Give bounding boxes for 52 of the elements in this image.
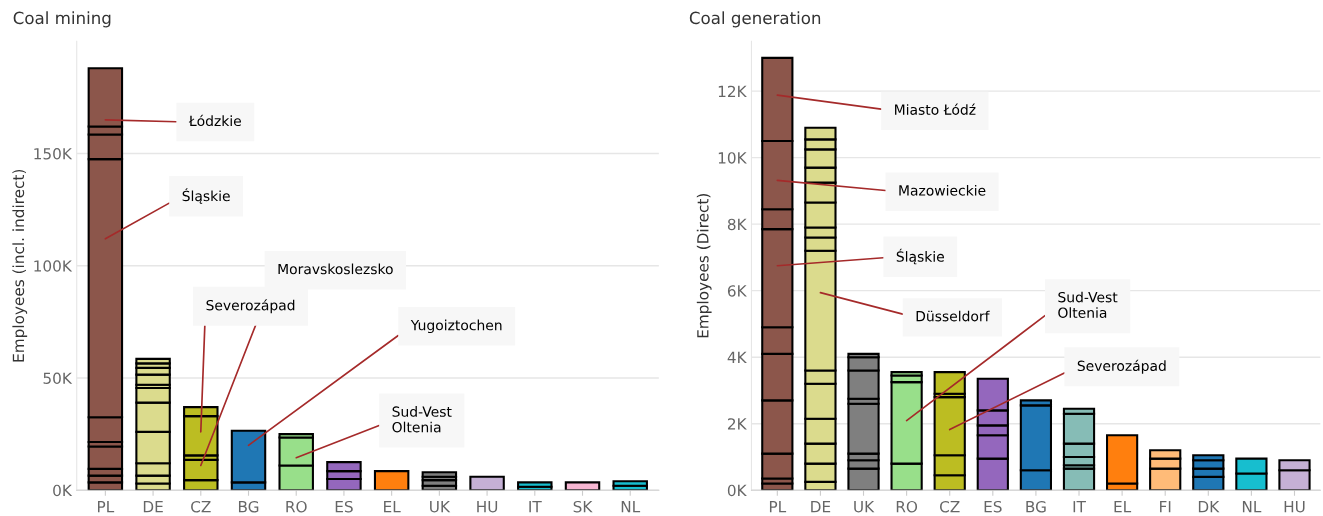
x-tick-label: CZ [191, 500, 211, 513]
x-tick-label: IT [1073, 501, 1086, 513]
chart-title: Coal mining [13, 11, 111, 28]
annotation: Moravskoslezsko [278, 263, 393, 275]
y-axis-title: Employees (Direct) [696, 193, 712, 338]
y-tick-label: 10K [718, 152, 747, 164]
annotation: Mazowieckie [899, 184, 986, 196]
x-tick-label: ES [984, 500, 1002, 513]
annotation: Sud-Vest Oltenia [1058, 291, 1118, 318]
x-tick-label: EL [1114, 501, 1132, 513]
x-tick-label: FI [1160, 501, 1171, 513]
x-tick-label: NL [1242, 501, 1262, 513]
y-tick-label: 100K [34, 260, 73, 272]
x-tick-label: DE [143, 501, 163, 513]
annotation: Łódzkie [188, 114, 241, 127]
x-tick-label: ES [335, 500, 353, 513]
x-tick-label: RO [286, 500, 307, 513]
y-tick-label: 8K [727, 218, 747, 231]
y-tick-label: 0K [727, 484, 747, 497]
annotation: Severozápad [206, 299, 295, 314]
x-tick-label: NL [621, 501, 641, 513]
x-tick-label: BG [1026, 500, 1046, 513]
x-tick-label: BG [238, 500, 259, 513]
y-tick-label: 2K [727, 418, 747, 430]
annotation: Miasto Łódź [895, 103, 976, 115]
x-tick-label: EL [384, 501, 401, 513]
x-tick-label: CZ [940, 500, 960, 513]
x-tick-label: UK [430, 501, 451, 513]
x-tick-label: UK [854, 501, 875, 513]
annotation: Sud-Vest Oltenia [392, 406, 452, 433]
y-tick-label: 50K [43, 372, 73, 384]
x-tick-label: PL [769, 501, 787, 513]
y-tick-label: 4K [727, 351, 747, 363]
annotation: Yugoiztochen [410, 319, 502, 334]
x-tick-label: DE [811, 501, 831, 513]
annotation: Severozápad [1077, 359, 1166, 374]
x-tick-label: SK [573, 500, 593, 513]
chart-title: Coal generation [689, 11, 821, 28]
annotation: Düsseldorf [916, 310, 990, 322]
x-tick-label: HU [1284, 501, 1305, 513]
y-tick-label: 12K [718, 85, 747, 97]
x-tick-label: IT [529, 501, 542, 513]
x-tick-label: DK [1198, 501, 1220, 513]
x-tick-label: RO [896, 500, 918, 513]
y-axis-title: Employees (incl. indirect) [12, 169, 28, 362]
annotation: Śląskie [182, 188, 230, 204]
y-tick-label: 6K [727, 285, 747, 297]
x-tick-label: PL [98, 501, 115, 513]
annotation: Śląskie [896, 248, 944, 265]
x-tick-label: HU [477, 501, 498, 513]
y-tick-label: 150K [34, 147, 73, 160]
y-tick-label: 0K [53, 484, 73, 497]
